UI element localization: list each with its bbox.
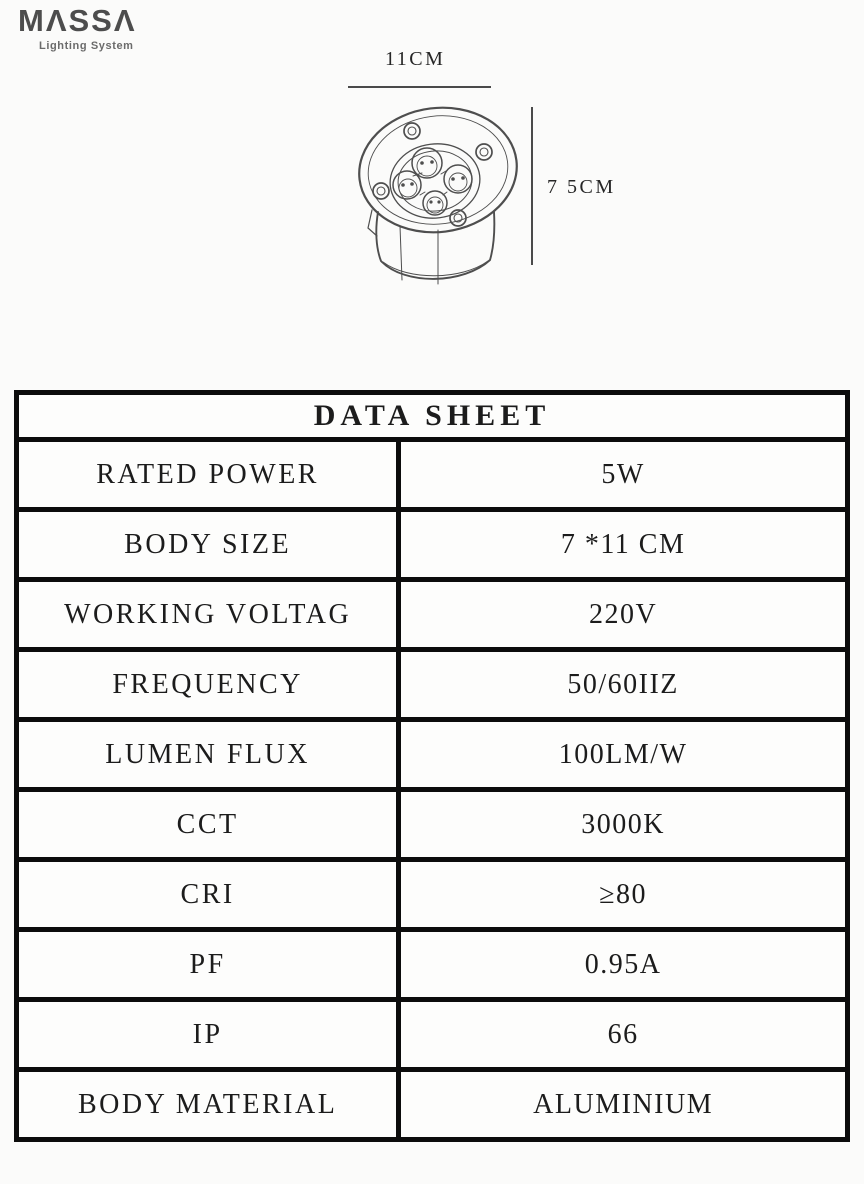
spec-label: CCT <box>13 787 402 862</box>
brand-logo-text: MΛSSΛ <box>18 3 137 38</box>
spec-table-body: RATED POWER 5W BODY SIZE 7 *11 CM WORKIN… <box>13 437 850 1142</box>
spec-label: WORKING VOLTAG <box>13 577 402 652</box>
spec-value: 3000K <box>396 787 850 862</box>
spec-value: 50/60IIZ <box>396 647 850 722</box>
width-dimension-line <box>348 86 491 88</box>
spec-value: 100LM/W <box>396 717 850 792</box>
spec-value: 7 *11 CM <box>396 507 850 582</box>
table-row: FREQUENCY 50/60IIZ <box>13 647 850 722</box>
table-row: BODY MATERIAL ALUMINIUM <box>13 1067 850 1142</box>
spec-label: PF <box>13 927 402 1002</box>
height-dimension-label: 7 5CM <box>547 176 616 198</box>
spec-label: BODY MATERIAL <box>13 1067 402 1142</box>
table-row: BODY SIZE 7 *11 CM <box>13 507 850 582</box>
spec-table-title: DATA SHEET <box>14 390 850 442</box>
height-dimension-line <box>531 107 533 265</box>
spec-value: 0.95A <box>396 927 850 1002</box>
spec-value: 5W <box>396 437 850 512</box>
table-row: WORKING VOLTAG 220V <box>13 577 850 652</box>
spec-table: DATA SHEET RATED POWER 5W BODY SIZE 7 *1… <box>13 390 850 1142</box>
spec-value: 66 <box>396 997 850 1072</box>
spec-value: ≥80 <box>396 857 850 932</box>
table-row: CRI ≥80 <box>13 857 850 932</box>
product-dimension-diagram: 11CM <box>345 46 645 298</box>
spec-table-head: DATA SHEET <box>14 390 850 442</box>
table-row: LUMEN FLUX 100LM/W <box>13 717 850 792</box>
table-row: CCT 3000K <box>13 787 850 862</box>
table-row: IP 66 <box>13 997 850 1072</box>
width-dimension-label: 11CM <box>385 48 446 70</box>
brand-logo: MΛSSΛ Lighting System <box>18 3 137 52</box>
spec-label: IP <box>13 997 402 1072</box>
spec-label: LUMEN FLUX <box>13 717 402 792</box>
spec-label: CRI <box>13 857 402 932</box>
spec-label: RATED POWER <box>13 437 402 512</box>
inground-light-sketch-icon <box>358 106 518 285</box>
table-row: PF 0.95A <box>13 927 850 1002</box>
spec-label: BODY SIZE <box>13 507 402 582</box>
spec-label: FREQUENCY <box>13 647 402 722</box>
spec-value: 220V <box>396 577 850 652</box>
spec-value: ALUMINIUM <box>396 1067 850 1142</box>
spec-table-title-row: DATA SHEET <box>14 390 850 442</box>
table-row: RATED POWER 5W <box>13 437 850 512</box>
brand-logo-subtitle: Lighting System <box>39 39 134 52</box>
